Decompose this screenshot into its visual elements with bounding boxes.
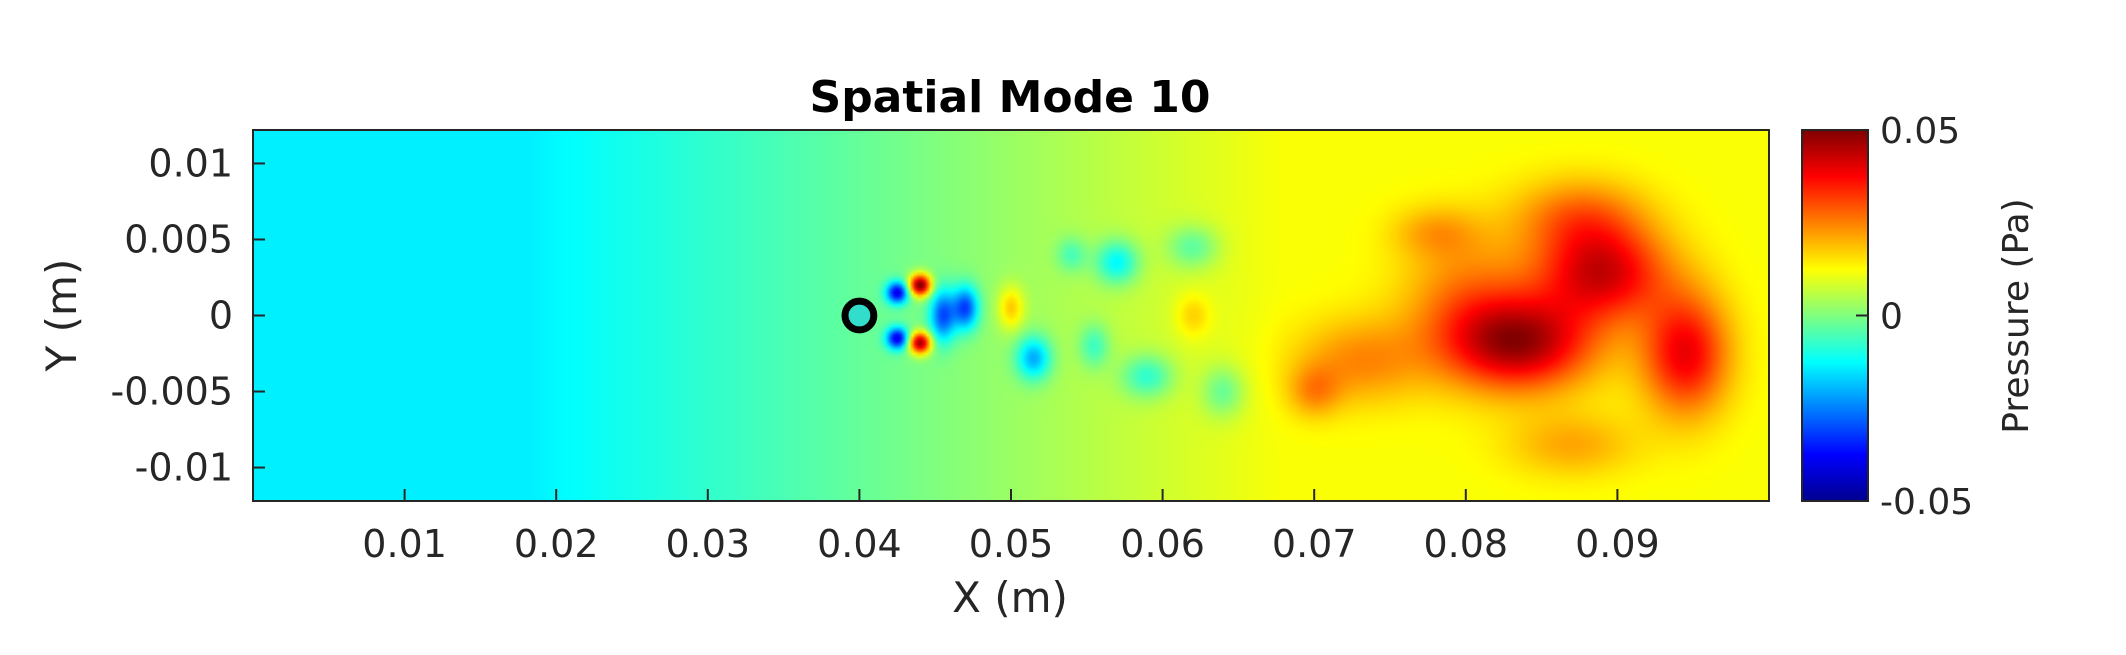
colorbar-label: Pressure (Pa)	[1996, 198, 2037, 433]
x-tick-label: 0.03	[665, 522, 750, 566]
chart-title: Spatial Mode 10	[810, 72, 1211, 123]
x-tick-label: 0.05	[969, 522, 1054, 566]
y-axis-ticks: 0.01 0.005 0 -0.005 -0.01	[111, 141, 265, 490]
y-tick-label: -0.005	[111, 370, 234, 414]
colorbar-tick-label: 0	[1880, 297, 1903, 338]
x-axis-label: X (m)	[952, 573, 1068, 622]
x-tick-label: 0.08	[1423, 522, 1508, 566]
cylinder-marker	[841, 297, 878, 334]
x-tick-label: 0.06	[1120, 522, 1205, 566]
pressure-field	[253, 130, 1769, 501]
x-tick-label: 0.01	[362, 522, 447, 566]
colorbar-tick-label: -0.05	[1880, 482, 1973, 523]
x-tick-label: 0.07	[1272, 522, 1357, 566]
x-tick-label: 0.02	[514, 522, 599, 566]
x-tick-label: 0.04	[817, 522, 902, 566]
y-tick-label: 0	[209, 294, 233, 338]
colorbar-ticks: 0.05 0 -0.05	[1856, 111, 1973, 523]
x-axis-ticks: 0.01 0.02 0.03 0.04 0.05 0.06 0.07 0.08 0.09	[362, 489, 1660, 566]
colorbar-tick-label: 0.05	[1880, 111, 1960, 152]
y-tick-label: -0.01	[135, 446, 233, 490]
y-axis-label: Y (m)	[37, 259, 86, 373]
x-tick-label: 0.09	[1575, 522, 1660, 566]
y-tick-label: 0.01	[148, 141, 233, 185]
y-tick-label: 0.005	[124, 217, 233, 261]
